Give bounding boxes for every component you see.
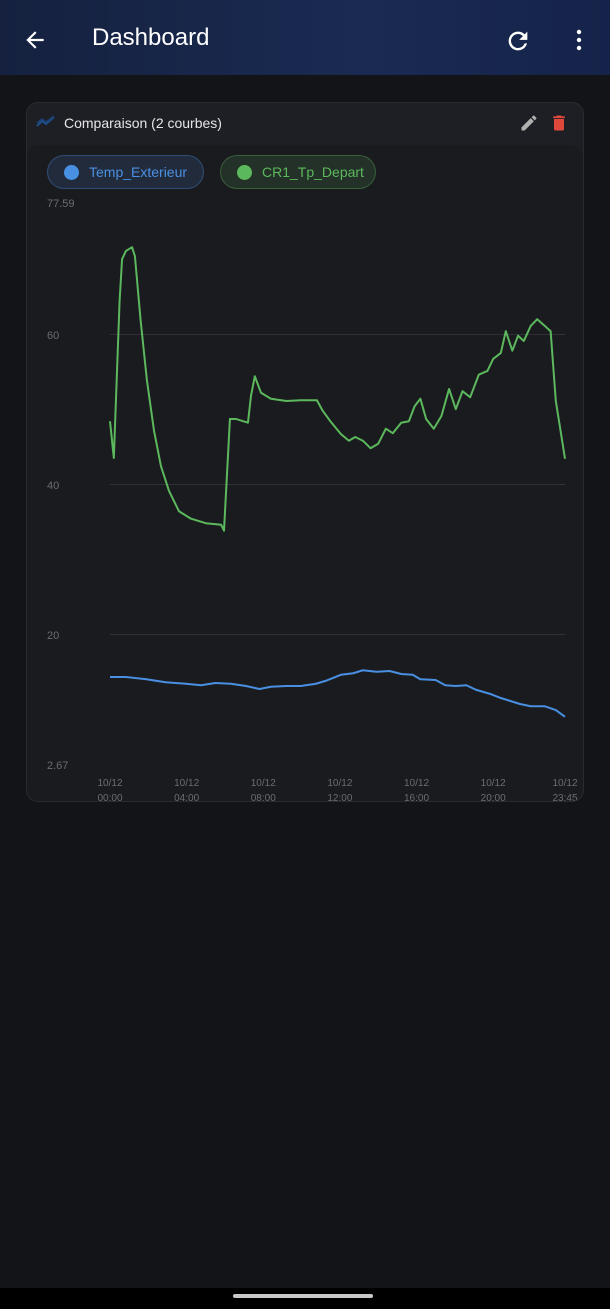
y-tick-label: 2.67 — [47, 760, 68, 772]
legend-dot — [237, 165, 252, 180]
legend-item[interactable]: Temp_Exterieur — [47, 155, 204, 189]
y-tick-label: 60 — [47, 330, 59, 342]
app-bar: Dashboard — [0, 0, 610, 75]
page-title: Dashboard — [92, 24, 210, 51]
edit-button[interactable] — [519, 113, 539, 133]
chart-icon — [36, 115, 55, 127]
y-tick-label: 77.59 — [47, 198, 75, 210]
back-button[interactable] — [22, 27, 48, 53]
nav-bar — [0, 1288, 610, 1309]
card-title: Comparaison (2 courbes) — [64, 115, 222, 131]
y-tick-label: 20 — [47, 630, 59, 642]
home-handle — [233, 1294, 373, 1298]
chart: 2.67 20 40 60 77.59 — [47, 198, 566, 772]
x-tick-label: 10/12 12:00 — [327, 778, 353, 802]
y-tick-label: 40 — [47, 480, 59, 492]
menu-button[interactable] — [567, 28, 591, 52]
legend-label: Temp_Exterieur — [89, 164, 188, 180]
legend-dot — [64, 165, 79, 180]
refresh-button[interactable] — [504, 27, 532, 55]
legend-label: CR1_Tp_Depart — [262, 164, 364, 180]
x-tick-label: 10/12 16:00 — [404, 778, 430, 802]
delete-button[interactable] — [549, 113, 569, 133]
x-tick-label: 10/12 04:00 — [174, 778, 200, 802]
series-line — [109, 246, 566, 532]
x-tick-label: 10/12 08:00 — [250, 778, 276, 802]
plot-area — [27, 145, 583, 801]
x-tick-label: 10/12 20:00 — [480, 778, 506, 802]
series-line — [110, 669, 566, 718]
chart-card: Comparaison (2 courbes) 2.67 20 40 60 77.59 … — [26, 102, 584, 802]
x-tick-label: 10/12 23:45 — [552, 778, 578, 802]
legend-item[interactable]: CR1_Tp_Depart — [220, 155, 376, 189]
x-tick-label: 10/12 00:00 — [97, 778, 123, 802]
